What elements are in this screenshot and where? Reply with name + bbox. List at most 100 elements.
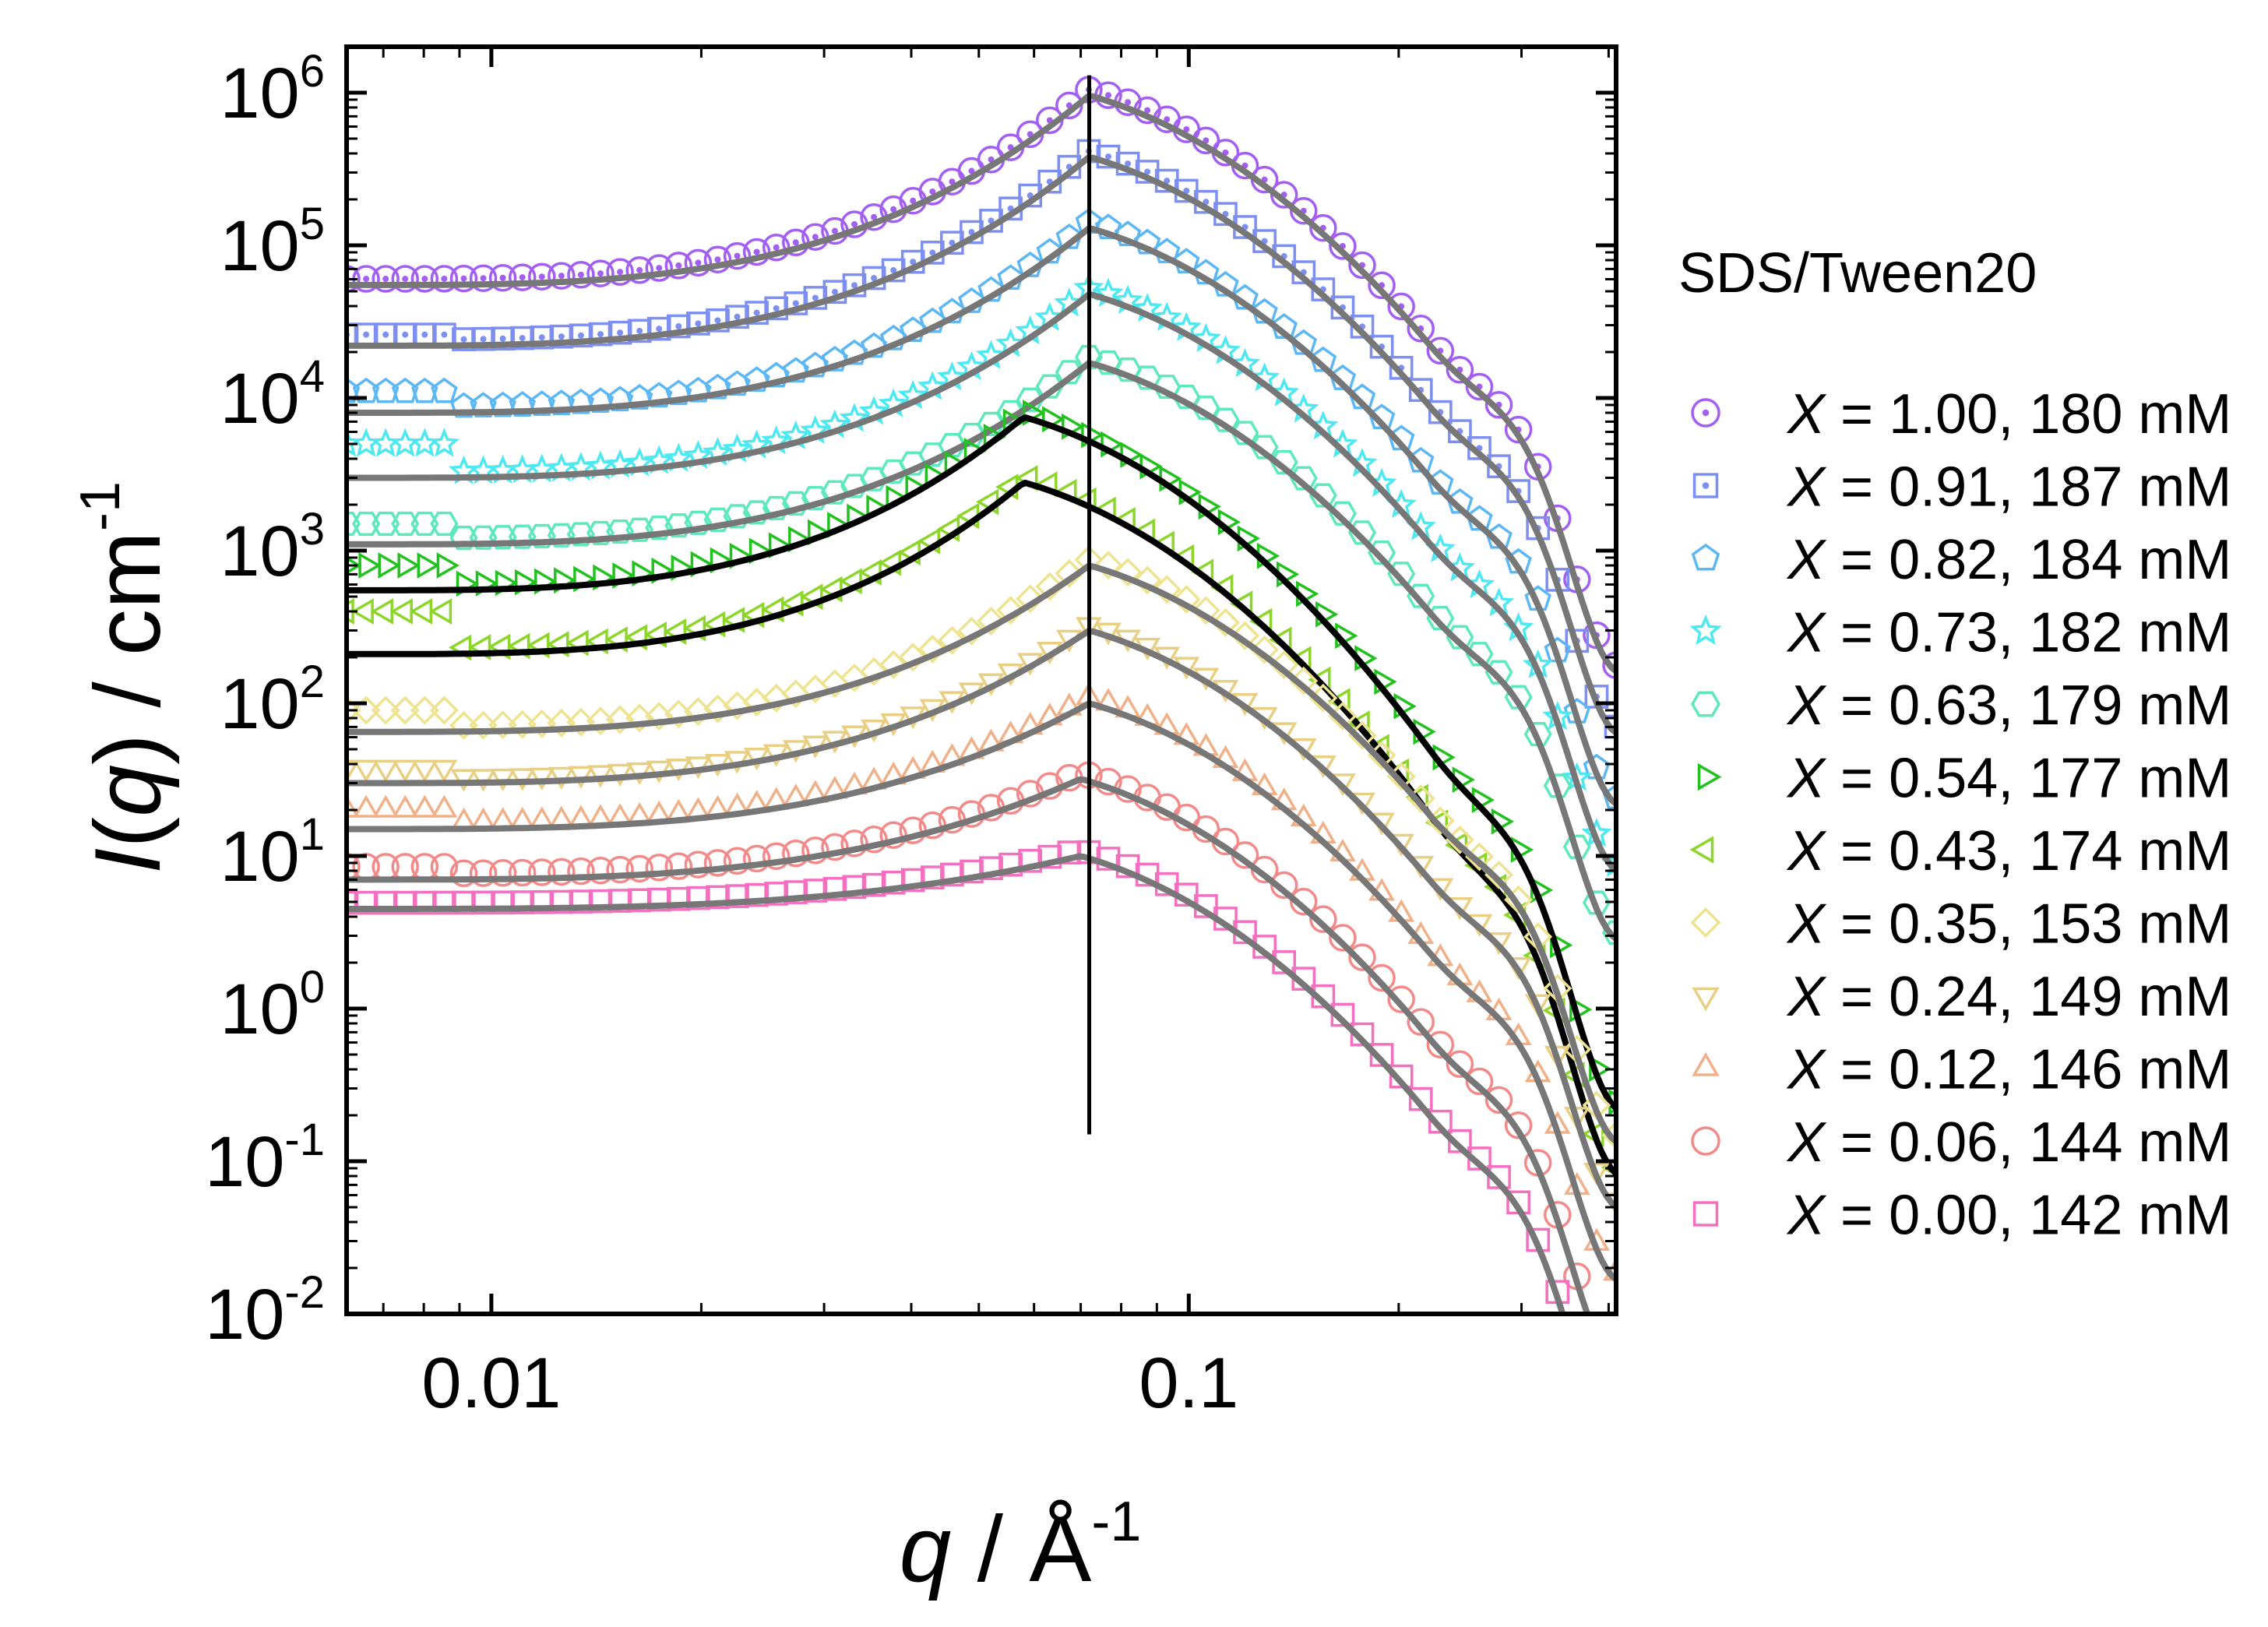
data-point <box>625 854 653 883</box>
data-point <box>685 376 712 403</box>
data-point <box>436 552 460 579</box>
data-point <box>567 261 595 289</box>
series-3 <box>347 272 1616 877</box>
data-point <box>1543 773 1572 798</box>
data-point <box>706 885 730 910</box>
data-point <box>918 442 947 467</box>
data-point <box>1329 924 1357 952</box>
data-point <box>686 886 710 910</box>
data-point <box>508 524 537 549</box>
fit-line <box>347 777 1591 1314</box>
data-point <box>1035 374 1064 399</box>
data-point <box>471 326 495 351</box>
data-point <box>1309 905 1337 933</box>
data-point <box>347 696 361 725</box>
data-point <box>703 507 732 532</box>
data-point <box>645 254 673 282</box>
data-point <box>1171 585 1201 615</box>
data-point <box>725 884 749 908</box>
data-point <box>898 643 928 672</box>
data-point <box>704 373 731 400</box>
data-point <box>1036 238 1064 264</box>
data-point <box>742 238 771 266</box>
data-point <box>471 890 495 915</box>
data-point <box>742 844 771 873</box>
data-point <box>508 263 537 291</box>
data-point <box>666 314 691 339</box>
data-point <box>373 890 398 915</box>
data-point <box>390 696 420 725</box>
data-point <box>488 264 517 292</box>
data-point <box>393 890 417 915</box>
data-point <box>879 650 908 679</box>
data-point <box>822 876 847 901</box>
data-point <box>801 485 829 511</box>
data-point <box>488 710 518 740</box>
legend-marker <box>1691 1126 1720 1156</box>
fit-line <box>347 414 1616 1111</box>
data-point <box>567 857 595 886</box>
data-point <box>586 520 615 546</box>
data-point <box>645 854 673 882</box>
data-point <box>372 794 400 818</box>
x-tick-label: 0.1 <box>1139 1344 1238 1423</box>
data-point <box>392 794 419 818</box>
data-point <box>608 320 632 345</box>
data-point <box>429 696 459 725</box>
data-point <box>1153 238 1181 264</box>
data-point <box>1569 996 1593 1023</box>
legend-marker <box>1692 1051 1720 1076</box>
legend-marker <box>1689 836 1714 864</box>
data-point <box>1387 985 1415 1013</box>
data-point <box>1212 270 1239 297</box>
data-point <box>860 467 889 491</box>
fit-line <box>347 700 1616 1282</box>
data-point <box>645 382 673 408</box>
data-point <box>1152 575 1182 604</box>
data-point <box>569 323 593 348</box>
data-point <box>842 875 867 900</box>
data-point <box>1426 1030 1455 1058</box>
y-tick-label: 102 <box>220 657 325 744</box>
legend-label: X = 0.06, 144 mM <box>1786 1111 2231 1174</box>
data-point <box>391 265 419 293</box>
data-point <box>723 241 752 270</box>
data-point <box>347 511 361 537</box>
data-point <box>606 855 634 884</box>
data-point <box>508 858 537 887</box>
data-point <box>1446 1050 1474 1078</box>
data-point <box>684 510 713 535</box>
data-point <box>372 853 400 881</box>
series-10 <box>347 761 1591 1314</box>
legend-label: X = 0.12, 146 mM <box>1786 1039 2231 1101</box>
data-point <box>431 759 458 783</box>
data-point <box>371 696 400 725</box>
data-point <box>449 264 478 293</box>
data-point <box>430 511 459 537</box>
data-point <box>586 259 615 287</box>
data-point <box>997 264 1024 291</box>
data-point <box>528 262 556 291</box>
data-point <box>410 511 439 537</box>
y-tick-label: 10-1 <box>205 1115 325 1202</box>
data-point <box>372 759 400 783</box>
data-point <box>764 882 789 906</box>
data-point <box>452 327 476 351</box>
series-2 <box>347 208 1616 810</box>
data-point <box>1074 344 1103 370</box>
data-point <box>1465 1067 1494 1096</box>
data-point <box>684 248 713 277</box>
y-tick-label: 104 <box>220 351 325 438</box>
legend-label: X = 0.54, 177 mM <box>1786 748 2231 810</box>
data-point <box>530 325 555 350</box>
data-point <box>625 517 654 542</box>
data-point <box>784 880 808 904</box>
x-axis-label: q / Å-1 <box>900 1491 1142 1601</box>
data-point <box>354 322 379 347</box>
data-point <box>1407 1008 1435 1036</box>
data-point <box>723 847 752 875</box>
data-point <box>840 474 869 498</box>
data-point <box>625 256 653 284</box>
data-point <box>646 316 671 341</box>
data-point <box>1290 887 1318 916</box>
